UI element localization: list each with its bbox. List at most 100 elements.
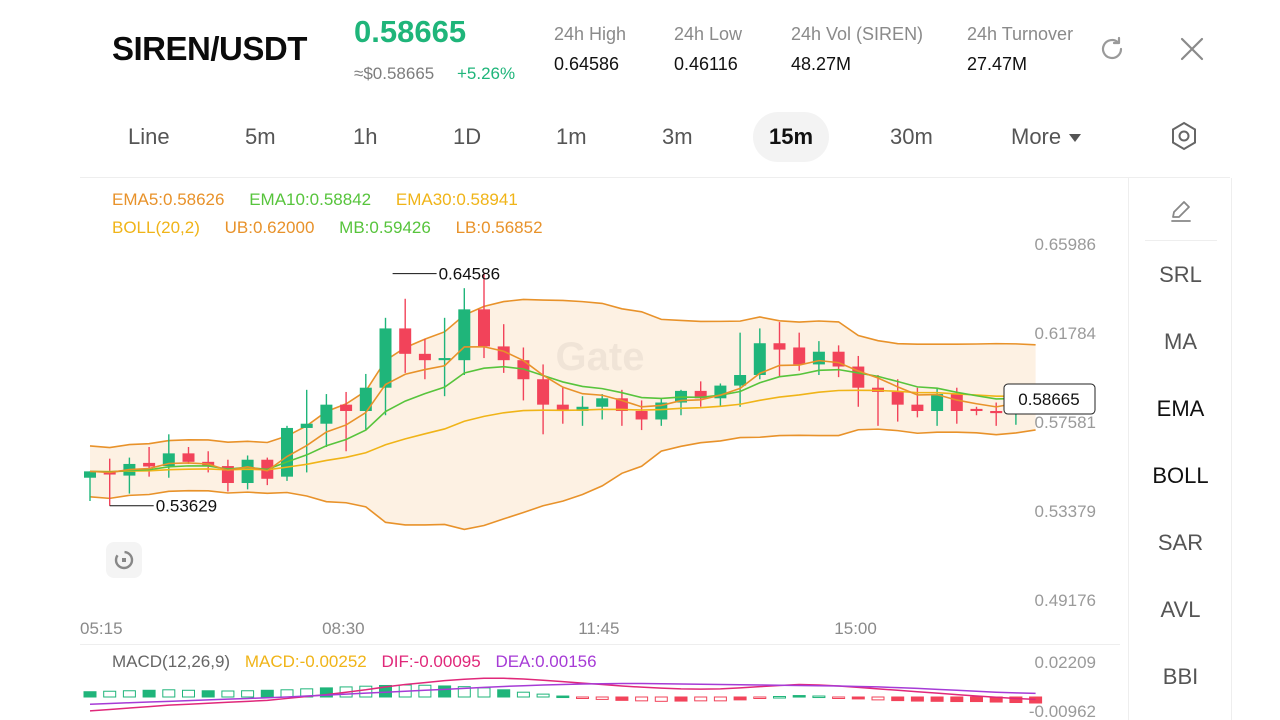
ema30-line: [89, 389, 1036, 473]
stat-24h-volume: 24h Vol (SIREN) 48.27M: [791, 24, 923, 75]
macd-histogram-bar: [103, 690, 117, 698]
market-header: SIREN/USDT 0.58665 ≈$0.58665 +5.26% 24h …: [0, 0, 1280, 100]
candle-body: [359, 387, 372, 412]
indicator-sar[interactable]: SAR: [1157, 530, 1204, 555]
timeframe-more-dropdown[interactable]: More: [995, 112, 1097, 162]
macd-histogram-bar: [970, 696, 983, 703]
macd-histogram-bar: [162, 689, 176, 698]
indicator-ma[interactable]: MA: [1164, 329, 1197, 354]
stat-value: 27.47M: [967, 54, 1028, 74]
candle-body: [458, 309, 471, 361]
divider: [80, 644, 1120, 645]
pencil-draw-icon[interactable]: [1167, 196, 1195, 224]
macd-histogram-bar: [260, 689, 274, 698]
candle-body: [418, 353, 431, 361]
stat-label: 24h Turnover: [967, 24, 1074, 44]
timeframe-1m[interactable]: 1m: [556, 124, 587, 149]
candle-body: [281, 427, 293, 477]
macd-histogram-bar: [733, 696, 747, 701]
macd-histogram-bar: [851, 696, 865, 700]
watermark-text: Gate: [556, 335, 645, 379]
boll-lower-line: [89, 428, 1036, 531]
legend-ema30: EMA30:0.58941: [395, 190, 518, 209]
macd-histogram-bar: [891, 696, 905, 702]
timeframe-15m[interactable]: 15m: [753, 112, 830, 162]
macd-histogram-bar: [812, 695, 826, 699]
candle-body: [84, 471, 96, 478]
low-marker-label: 0.53629: [156, 497, 217, 516]
candle-body: [438, 358, 451, 361]
settings-hexagon-icon[interactable]: [1168, 120, 1200, 152]
indicator-boll[interactable]: BOLL: [1152, 463, 1209, 488]
candle-body: [990, 411, 1003, 414]
macd-histogram-bar: [142, 689, 156, 698]
candle-body: [635, 411, 648, 420]
stat-value: 0.46116: [674, 54, 738, 74]
watermark-layer: Gate: [556, 335, 645, 379]
timeframe-5m[interactable]: 5m: [245, 124, 276, 149]
timeframe-3m[interactable]: 3m: [662, 124, 693, 149]
timeframe-30m[interactable]: 30m: [890, 124, 933, 149]
candle: [970, 406, 983, 416]
close-icon[interactable]: [1177, 34, 1207, 64]
timeframe-1d[interactable]: 1D: [453, 124, 482, 149]
candle: [753, 328, 766, 380]
candle: [655, 398, 668, 426]
current-price-box: [1003, 383, 1096, 415]
indicator-srl[interactable]: SRL: [1159, 262, 1202, 287]
candle: [359, 373, 372, 431]
macd-histogram-bar: [576, 696, 589, 699]
macd-histogram-bar: [773, 696, 786, 699]
price-change-percent: +5.26%: [457, 64, 516, 83]
macd-histogram-bar: [319, 687, 333, 698]
indicator-ema[interactable]: EMA: [1156, 396, 1205, 421]
legend-macd-params: MACD(12,26,9): [112, 652, 231, 671]
price-axis-tick: 0.49176: [1035, 591, 1096, 610]
candle: [281, 425, 293, 481]
indicator-avl[interactable]: AVL: [1160, 597, 1201, 622]
legend-dif: DIF:-0.00095: [381, 652, 481, 671]
stat-value: 0.64586: [554, 54, 620, 74]
stat-label: 24h Vol (SIREN): [791, 24, 924, 44]
gate-logo-icon[interactable]: [106, 542, 142, 578]
timeframe-1h[interactable]: 1h: [353, 124, 378, 149]
more-label: More: [1011, 124, 1062, 149]
timeframe-bar: Line 5m 1h 1D 1m 3m 15m 30m More: [0, 108, 1280, 166]
last-price: 0.58665: [354, 14, 467, 49]
candle-body: [773, 343, 786, 350]
indicator-bbi[interactable]: BBI: [1162, 664, 1199, 689]
divider: [1145, 240, 1217, 241]
price-axis-tick: 0.61784: [1035, 324, 1096, 343]
high-marker-label: 0.64586: [439, 265, 500, 284]
macd-histogram-bar: [280, 689, 294, 698]
candle-body: [812, 351, 825, 365]
time-axis-tick: 15:00: [834, 619, 877, 638]
candle-body: [931, 394, 944, 412]
time-axis-tick: 05:15: [80, 619, 123, 638]
ema-lines-layer: [89, 345, 1036, 474]
candle: [340, 391, 353, 452]
macd-histogram-bar: [221, 690, 235, 698]
boll-upper-line: [89, 298, 1036, 449]
macd-histogram-bar: [694, 696, 708, 702]
candle: [241, 455, 254, 490]
timeframe-line[interactable]: Line: [128, 124, 170, 149]
candle: [399, 298, 412, 373]
macd-histogram-bar: [122, 690, 136, 698]
macd-histogram-bar: [635, 696, 649, 702]
candle-body: [655, 402, 668, 420]
axis-layer: 0.65986 0.61784 0.57581 0.53379 0.49176 05:15…: [80, 235, 1096, 638]
kline-chart[interactable]: Gate 0.64586 0.53629 0.58665 0.65986 0.6178…: [80, 178, 1120, 720]
candle-body: [753, 343, 766, 376]
stats-strip: 24h High 0.64586 24h Low 0.46116 24h Vol…: [0, 0, 1085, 100]
legend-boll-ub: UB:0.62000: [224, 218, 315, 237]
candle-body: [734, 375, 747, 386]
refresh-icon[interactable]: [1097, 34, 1127, 64]
stat-label: 24h Low: [674, 24, 743, 44]
legend-ema5: EMA5:0.58626: [112, 190, 225, 209]
stat-24h-turnover: 24h Turnover 27.47M: [967, 24, 1073, 75]
macd-histogram-bar: [556, 695, 570, 699]
candle: [300, 389, 313, 473]
current-price-label: 0.58665: [1018, 390, 1079, 409]
candle: [694, 381, 707, 407]
